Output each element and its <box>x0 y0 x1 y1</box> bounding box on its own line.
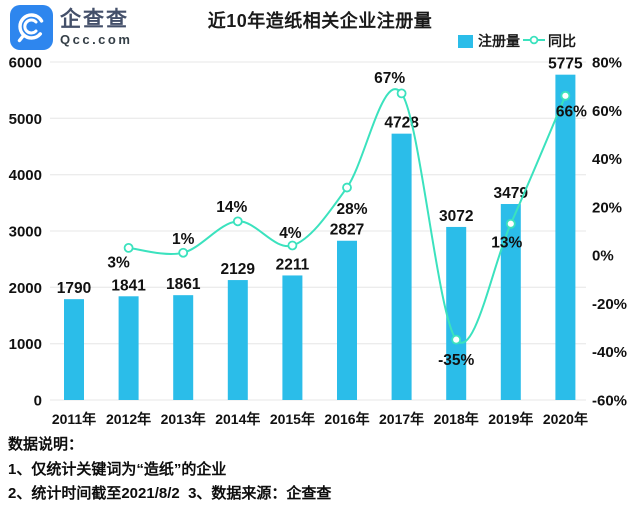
left-axis-tick: 6000 <box>9 55 42 72</box>
line-marker <box>560 90 571 101</box>
chart-title: 近10年造纸相关企业注册量 <box>207 11 433 31</box>
right-axis-tick: 60% <box>592 103 622 120</box>
logo-domain: Qcc.com <box>60 32 133 47</box>
x-axis-tick: 2015年 <box>270 411 315 427</box>
x-axis-tick: 2020年 <box>543 411 588 427</box>
yoy-value-label: 67% <box>374 70 405 87</box>
yoy-value-label: 3% <box>107 254 130 271</box>
line-marker <box>451 334 462 345</box>
x-axis-tick: 2017年 <box>379 411 424 427</box>
left-axis-tick: 5000 <box>9 111 42 128</box>
bar-2011年 <box>64 299 84 400</box>
yoy-value-label: 1% <box>172 231 195 248</box>
bar-value-label: 2827 <box>330 222 364 239</box>
bar-2014年 <box>227 280 248 400</box>
yoy-value-label: 66% <box>556 103 587 120</box>
footer-heading: 数据说明： <box>8 436 84 453</box>
left-axis-tick: 1000 <box>9 336 42 353</box>
footer-note-2: 2、统计时间截至2021/8/2 3、数据来源：企查查 <box>8 485 332 502</box>
right-axis-tick: 20% <box>592 199 622 216</box>
legend-bar-swatch <box>458 34 473 48</box>
bar-value-label: 1861 <box>166 276 201 293</box>
line-marker <box>396 88 407 99</box>
chart-canvas: 6000 5000 4000 3000 2000 1000 0 80% 60% 40% 20% 0% -… <box>9 55 627 428</box>
line-marker <box>232 216 243 227</box>
left-axis-tick: 4000 <box>9 167 42 184</box>
bar-2017年 <box>391 133 412 400</box>
right-axis-tick: -20% <box>592 296 627 313</box>
yoy-value-label: 13% <box>491 234 522 251</box>
left-axis-tick: 2000 <box>9 280 42 297</box>
bar-value-label: 2129 <box>221 261 256 278</box>
yoy-value-label: 14% <box>216 199 247 216</box>
yoy-line <box>128 88 567 344</box>
line-marker <box>342 182 352 193</box>
bar-value-label: 5775 <box>548 56 583 73</box>
legend-line-label: 同比 <box>548 33 576 49</box>
right-axis-tick: -40% <box>592 344 627 361</box>
chart-legend: 注册量 同比 <box>458 31 576 51</box>
bar-value-label: 1841 <box>111 277 146 294</box>
right-axis-tick: 0% <box>592 248 614 265</box>
x-axis-tick: 2014年 <box>215 411 260 427</box>
yoy-value-label: 28% <box>336 201 367 218</box>
yoy-value-label: -35% <box>438 352 474 369</box>
x-axis-tick: 2016年 <box>324 411 369 427</box>
bar-value-label: 3072 <box>439 208 473 225</box>
yoy-value-label: 4% <box>279 225 302 242</box>
qcc-logo: 企查查 Qcc.com <box>10 5 132 50</box>
bar-value-label: 2211 <box>276 256 310 273</box>
bar-value-label: 1790 <box>57 280 91 297</box>
right-axis-tick: 40% <box>592 151 622 168</box>
footer-notes: 数据说明： 1、仅统计关键词为“造纸”的企业 2、统计时间截至2021/8/2 … <box>8 437 331 510</box>
x-axis-tick: 2019年 <box>488 411 533 427</box>
x-axis-tick: 2013年 <box>161 411 206 427</box>
bar-2019年 <box>500 204 521 400</box>
line-marker <box>123 242 134 253</box>
right-axis-tick: -60% <box>592 393 627 410</box>
left-axis-tick: 3000 <box>9 224 42 241</box>
x-axis-tick: 2018年 <box>434 411 479 427</box>
logo-brand-name: 企查查 <box>60 8 129 31</box>
bar-2013年 <box>173 295 194 400</box>
legend-bar-label: 注册量 <box>478 33 520 49</box>
line-marker <box>505 218 516 229</box>
bar-2018年 <box>446 226 467 400</box>
bar-value-label: 3479 <box>494 185 529 202</box>
left-axis-tick: 0 <box>34 393 42 410</box>
qcc-logo-icon <box>10 5 53 50</box>
line-marker <box>178 247 189 258</box>
bar-2020年 <box>555 74 576 401</box>
x-axis-tick: 2011年 <box>52 411 96 427</box>
bar-2012年 <box>118 296 139 400</box>
bar-2015年 <box>282 275 303 400</box>
bar-2016年 <box>337 240 357 400</box>
legend-line-marker <box>522 33 546 49</box>
right-axis-tick: 80% <box>592 55 622 72</box>
x-axis-tick: 2012年 <box>106 411 151 427</box>
line-marker <box>287 240 298 251</box>
footer-note-1: 1、仅统计关键词为“造纸”的企业 <box>8 461 227 478</box>
